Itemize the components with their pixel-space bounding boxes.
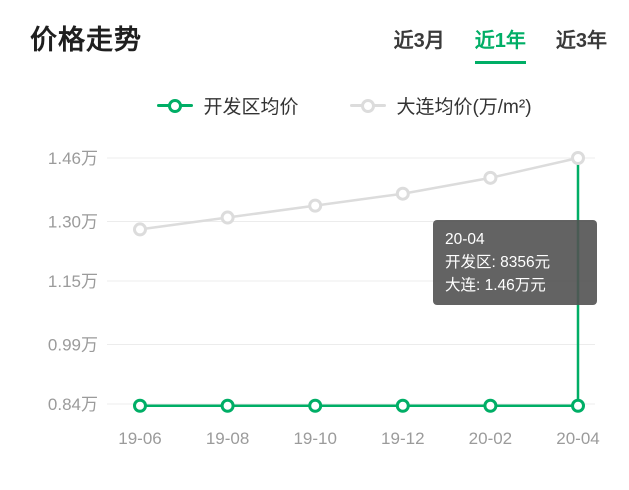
tab-3-years[interactable]: 近3年 xyxy=(555,30,607,52)
chart-legend: 开发区均价 大连均价(万/m²) xyxy=(60,92,629,119)
svg-text:1.30万: 1.30万 xyxy=(48,212,98,231)
svg-text:0.84万: 0.84万 xyxy=(48,395,98,414)
legend-label-devzone: 开发区均价 xyxy=(203,97,299,118)
legend-label-dalian: 大连均价(万/m²) xyxy=(396,97,532,118)
devzone-line-marker-icon xyxy=(157,98,194,113)
svg-text:0.99万: 0.99万 xyxy=(48,335,98,354)
tooltip-devzone-value: 开发区: 8356元 xyxy=(445,254,551,271)
svg-text:19-10: 19-10 xyxy=(293,429,336,448)
svg-text:20-04: 20-04 xyxy=(556,429,599,448)
time-range-tabs: 近3月 近1年 近3年 xyxy=(394,24,607,64)
tooltip-dalian-value: 大连: 1.46万元 xyxy=(445,277,546,294)
tooltip-date: 20-04 xyxy=(445,231,485,248)
svg-text:1.46万: 1.46万 xyxy=(48,149,98,168)
svg-text:19-06: 19-06 xyxy=(118,429,161,448)
svg-text:19-08: 19-08 xyxy=(206,429,249,448)
tab-1-year[interactable]: 近1年 xyxy=(474,24,526,64)
page-title: 价格走势 xyxy=(30,25,142,55)
legend-item-dalian[interactable]: 大连均价(万/m²) xyxy=(350,92,532,119)
tab-3-months[interactable]: 近3月 xyxy=(393,30,445,52)
dalian-line-marker-icon xyxy=(350,98,387,113)
legend-item-devzone[interactable]: 开发区均价 xyxy=(157,92,298,119)
svg-text:20-02: 20-02 xyxy=(469,429,512,448)
svg-text:1.15万: 1.15万 xyxy=(48,272,98,291)
chart-tooltip: 20-04 开发区: 8356元 大连: 1.46万元 xyxy=(433,220,597,305)
svg-text:19-12: 19-12 xyxy=(381,429,424,448)
